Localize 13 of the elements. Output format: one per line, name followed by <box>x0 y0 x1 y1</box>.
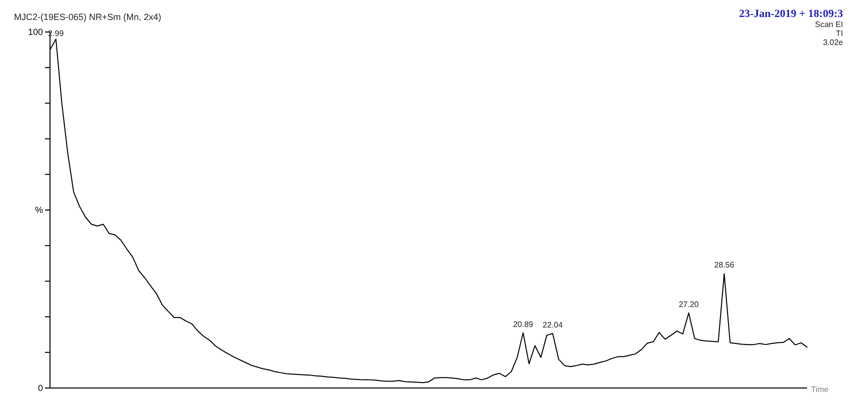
y-tick-label: 0 <box>38 383 43 394</box>
annotation: 27.20 <box>678 300 700 309</box>
text: Scan EI <box>814 20 843 29</box>
chart-title: MJC2-(19ES-065) NR+Sm (Mn, 2x4) <box>14 12 162 22</box>
annotation: 22.04 <box>542 320 564 330</box>
x-axis-title: Time <box>811 384 830 394</box>
text: TI <box>834 29 843 38</box>
text: 23-Jan-2019 + 18:09:3 <box>738 8 843 20</box>
annotation: 28.56 <box>714 260 735 270</box>
text: 3.02e <box>822 38 843 47</box>
y-tick-label: % <box>34 205 43 216</box>
annotation: 20.89 <box>513 320 534 329</box>
y-tick-label: 100 <box>28 27 43 38</box>
